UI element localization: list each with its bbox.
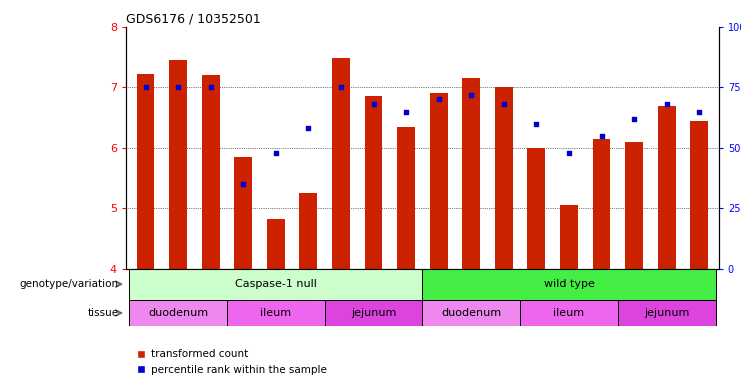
- Bar: [422, 300, 520, 326]
- Bar: [593, 139, 611, 269]
- Point: [302, 126, 314, 132]
- Bar: [267, 219, 285, 269]
- Text: jejunum: jejunum: [644, 308, 689, 318]
- Text: wild type: wild type: [543, 279, 594, 289]
- Point: [172, 84, 184, 91]
- Bar: [234, 157, 252, 269]
- Text: duodenum: duodenum: [148, 308, 208, 318]
- Bar: [136, 74, 154, 269]
- Point: [335, 84, 347, 91]
- Bar: [325, 300, 422, 326]
- Bar: [202, 75, 219, 269]
- Bar: [618, 300, 716, 326]
- Point: [237, 181, 249, 187]
- Text: tissue: tissue: [87, 308, 119, 318]
- Bar: [658, 106, 676, 269]
- Point: [270, 150, 282, 156]
- Text: ileum: ileum: [554, 308, 585, 318]
- Bar: [560, 205, 578, 269]
- Point: [563, 150, 575, 156]
- Point: [694, 109, 705, 115]
- Bar: [397, 127, 415, 269]
- Point: [498, 101, 510, 108]
- Bar: [495, 88, 513, 269]
- Point: [205, 84, 216, 91]
- Point: [465, 91, 477, 98]
- Bar: [169, 60, 187, 269]
- Bar: [129, 269, 422, 300]
- Point: [661, 101, 673, 108]
- Bar: [430, 93, 448, 269]
- Point: [139, 84, 151, 91]
- Legend: transformed count, percentile rank within the sample: transformed count, percentile rank withi…: [131, 345, 331, 379]
- Bar: [520, 300, 618, 326]
- Bar: [422, 269, 716, 300]
- Text: duodenum: duodenum: [441, 308, 502, 318]
- Bar: [365, 96, 382, 269]
- Bar: [227, 300, 325, 326]
- Text: genotype/variation: genotype/variation: [19, 279, 119, 289]
- Text: GDS6176 / 10352501: GDS6176 / 10352501: [126, 13, 261, 26]
- Point: [596, 133, 608, 139]
- Bar: [528, 148, 545, 269]
- Text: jejunum: jejunum: [350, 308, 396, 318]
- Bar: [691, 121, 708, 269]
- Point: [531, 121, 542, 127]
- Point: [628, 116, 640, 122]
- Bar: [299, 193, 317, 269]
- Point: [400, 109, 412, 115]
- Point: [433, 96, 445, 103]
- Bar: [625, 142, 643, 269]
- Point: [368, 101, 379, 108]
- Bar: [462, 78, 480, 269]
- Bar: [332, 58, 350, 269]
- Text: Caspase-1 null: Caspase-1 null: [235, 279, 316, 289]
- Bar: [129, 300, 227, 326]
- Text: ileum: ileum: [260, 308, 291, 318]
